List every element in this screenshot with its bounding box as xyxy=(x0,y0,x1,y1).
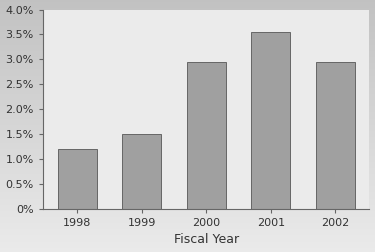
Bar xyxy=(316,62,355,209)
X-axis label: Fiscal Year: Fiscal Year xyxy=(174,233,239,246)
Bar xyxy=(58,149,96,209)
Bar xyxy=(251,32,290,209)
Bar xyxy=(187,62,225,209)
Bar xyxy=(122,134,161,209)
